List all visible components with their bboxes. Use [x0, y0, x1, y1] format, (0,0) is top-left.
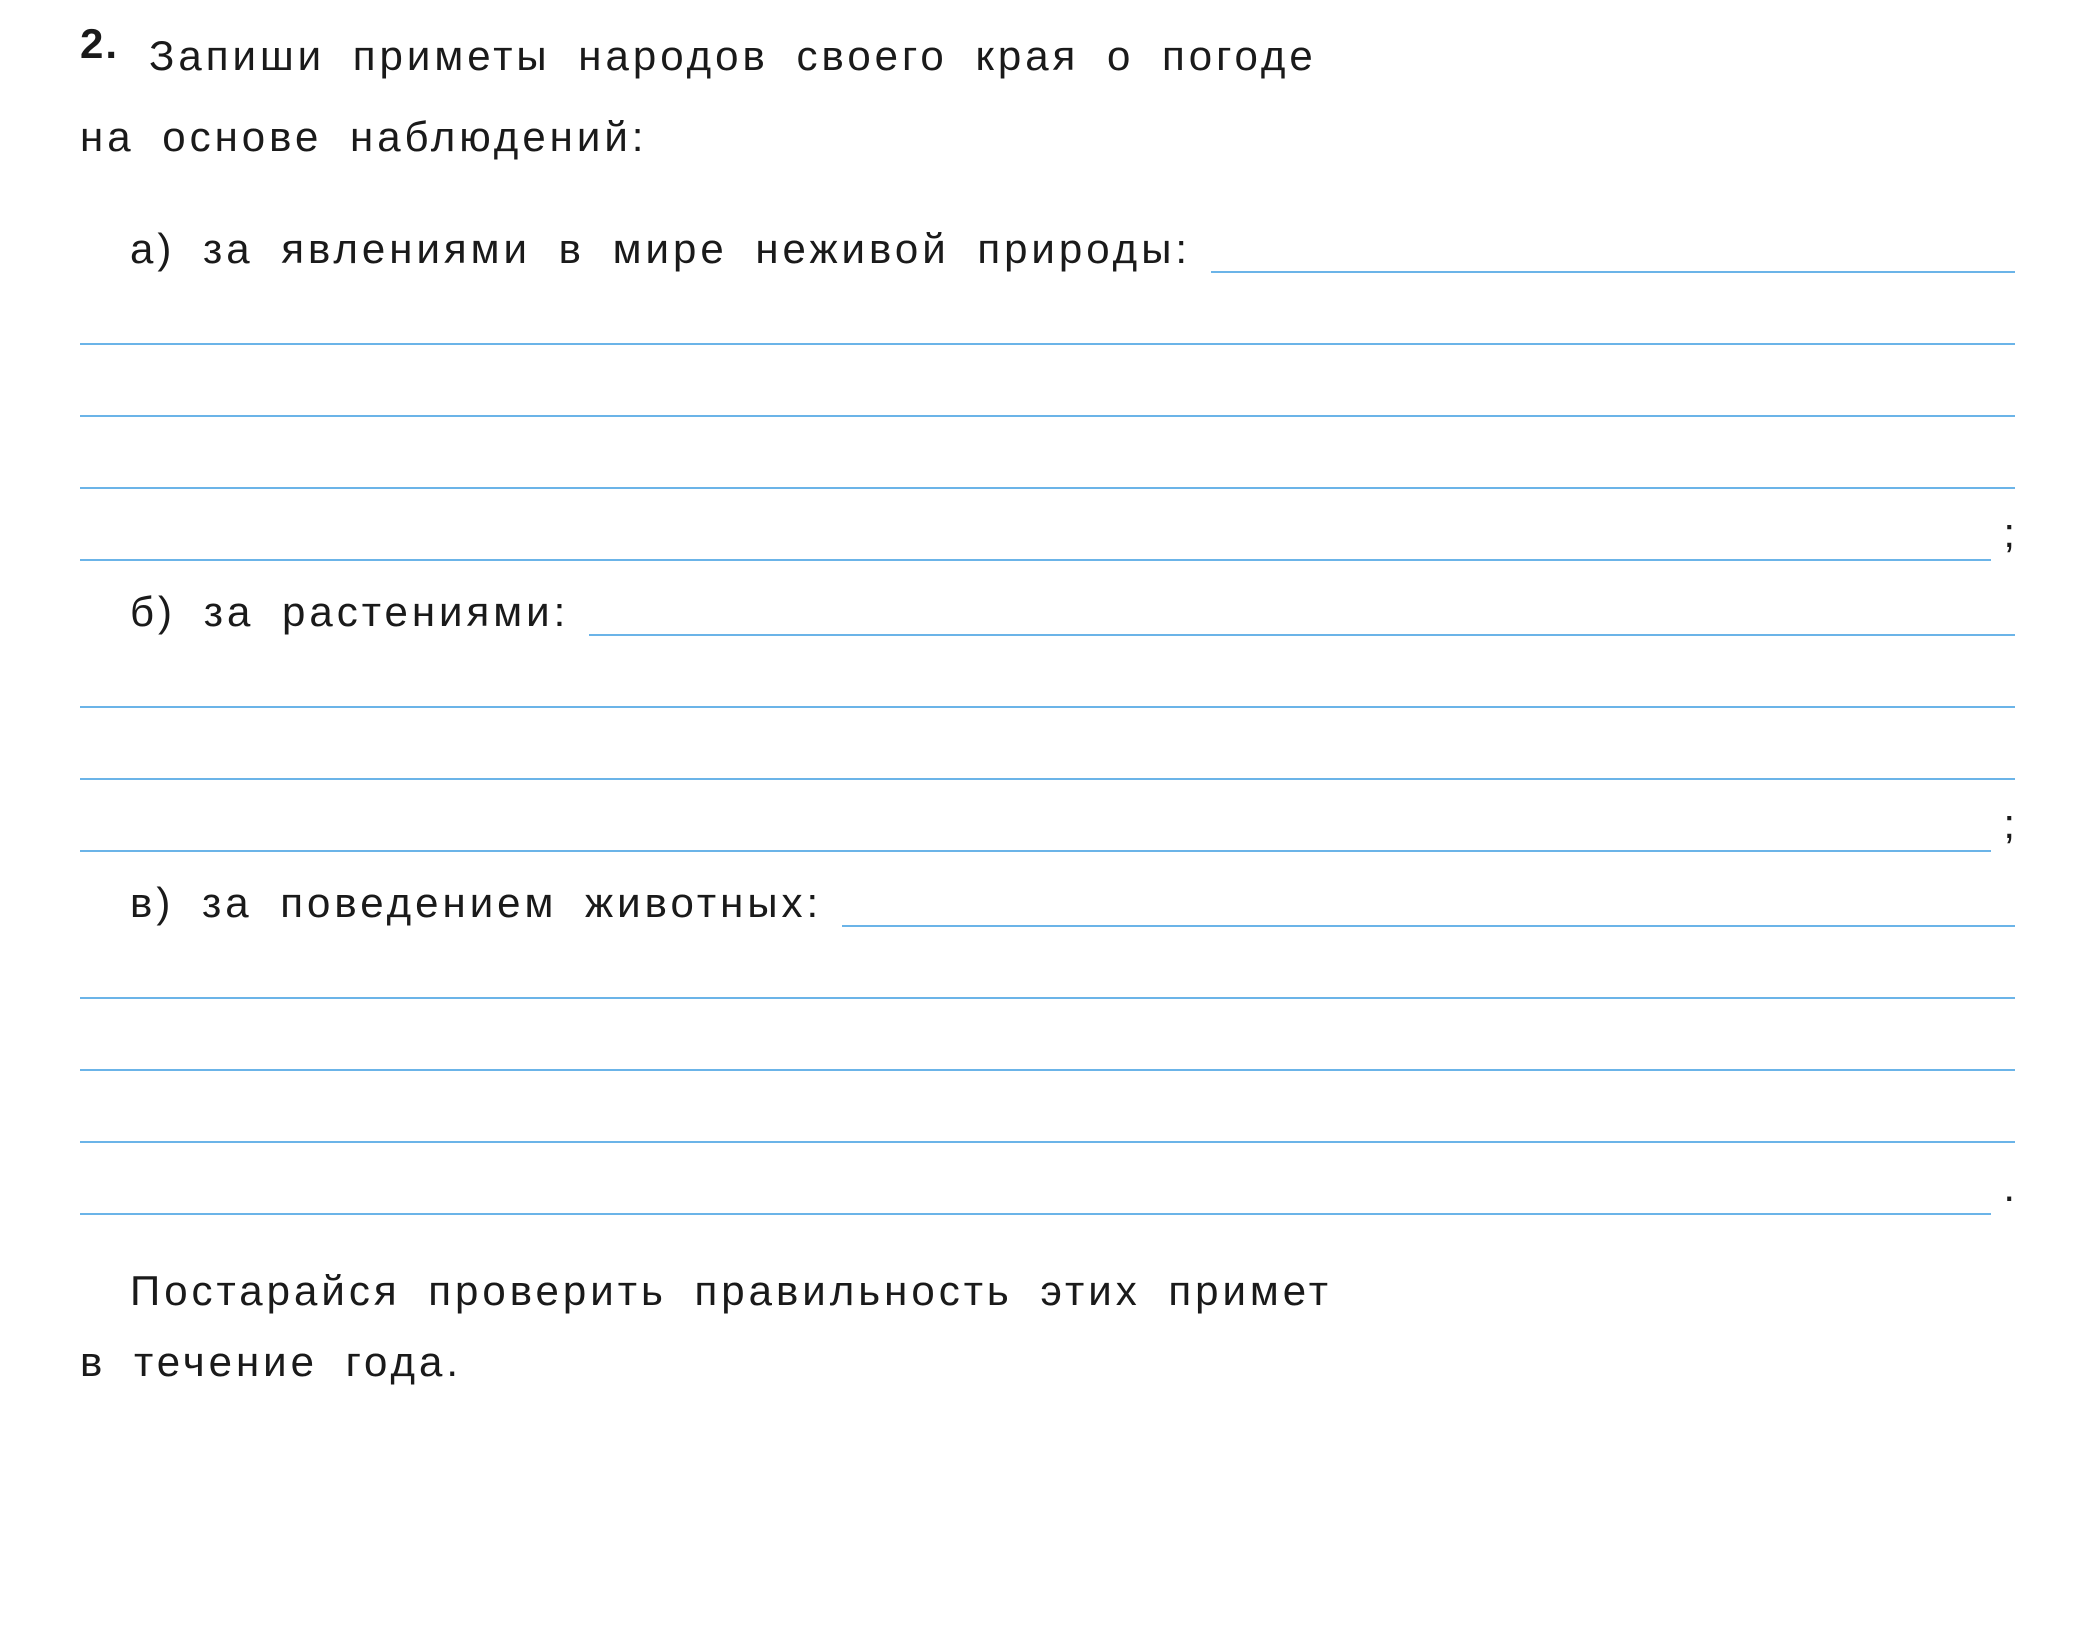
section-c-line-4-input[interactable]	[80, 1143, 1991, 1215]
section-a-row: а) за явлениями в мире неживой природы:	[80, 223, 2015, 273]
closing-text: Постарайся проверить правильность этих п…	[130, 1255, 2015, 1398]
section-c-line-4: .	[80, 1143, 2015, 1215]
section-a-label: а) за явлениями в мире неживой природы:	[130, 225, 1191, 273]
section-b-line-3: ;	[80, 780, 2015, 852]
section-a-line-3[interactable]	[80, 417, 2015, 489]
section-b-line-1[interactable]	[80, 636, 2015, 708]
section-b-row: б) за растениями:	[80, 586, 2015, 636]
section-a-line-4: ;	[80, 489, 2015, 561]
question-number: 2.	[80, 20, 119, 68]
section-a-line-2[interactable]	[80, 345, 2015, 417]
section-a-line-4-input[interactable]	[80, 489, 1991, 561]
section-a: а) за явлениями в мире неживой природы: …	[80, 223, 2015, 561]
section-c: в) за поведением животных: .	[80, 877, 2015, 1215]
section-a-inline-line[interactable]	[1211, 223, 2015, 273]
closing-line-1: Постарайся проверить правильность этих п…	[130, 1255, 2015, 1326]
section-b-line-2[interactable]	[80, 708, 2015, 780]
section-a-line-1[interactable]	[80, 273, 2015, 345]
section-c-row: в) за поведением животных:	[80, 877, 2015, 927]
section-b-line-3-input[interactable]	[80, 780, 1991, 852]
question-text-line1: Запиши приметы народов своего края о пог…	[149, 20, 1317, 91]
section-c-line-2[interactable]	[80, 999, 2015, 1071]
section-c-inline-line[interactable]	[842, 877, 2015, 927]
question-text-line2: на основе наблюдений:	[80, 101, 2015, 172]
section-a-end-punct: ;	[2003, 509, 2015, 557]
section-c-line-3[interactable]	[80, 1071, 2015, 1143]
question-header: 2. Запиши приметы народов своего края о …	[80, 20, 2015, 91]
section-b-end-punct: ;	[2003, 800, 2015, 848]
section-b-label: б) за растениями:	[130, 588, 569, 636]
section-c-line-1[interactable]	[80, 927, 2015, 999]
section-b: б) за растениями: ;	[80, 586, 2015, 852]
section-b-inline-line[interactable]	[589, 586, 2015, 636]
section-c-label: в) за поведением животных:	[130, 879, 822, 927]
section-c-end-punct: .	[2003, 1163, 2015, 1211]
closing-line-2: в течение года.	[80, 1326, 2015, 1397]
